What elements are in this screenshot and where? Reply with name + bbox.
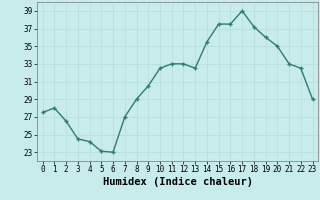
X-axis label: Humidex (Indice chaleur): Humidex (Indice chaleur) [103,177,252,187]
